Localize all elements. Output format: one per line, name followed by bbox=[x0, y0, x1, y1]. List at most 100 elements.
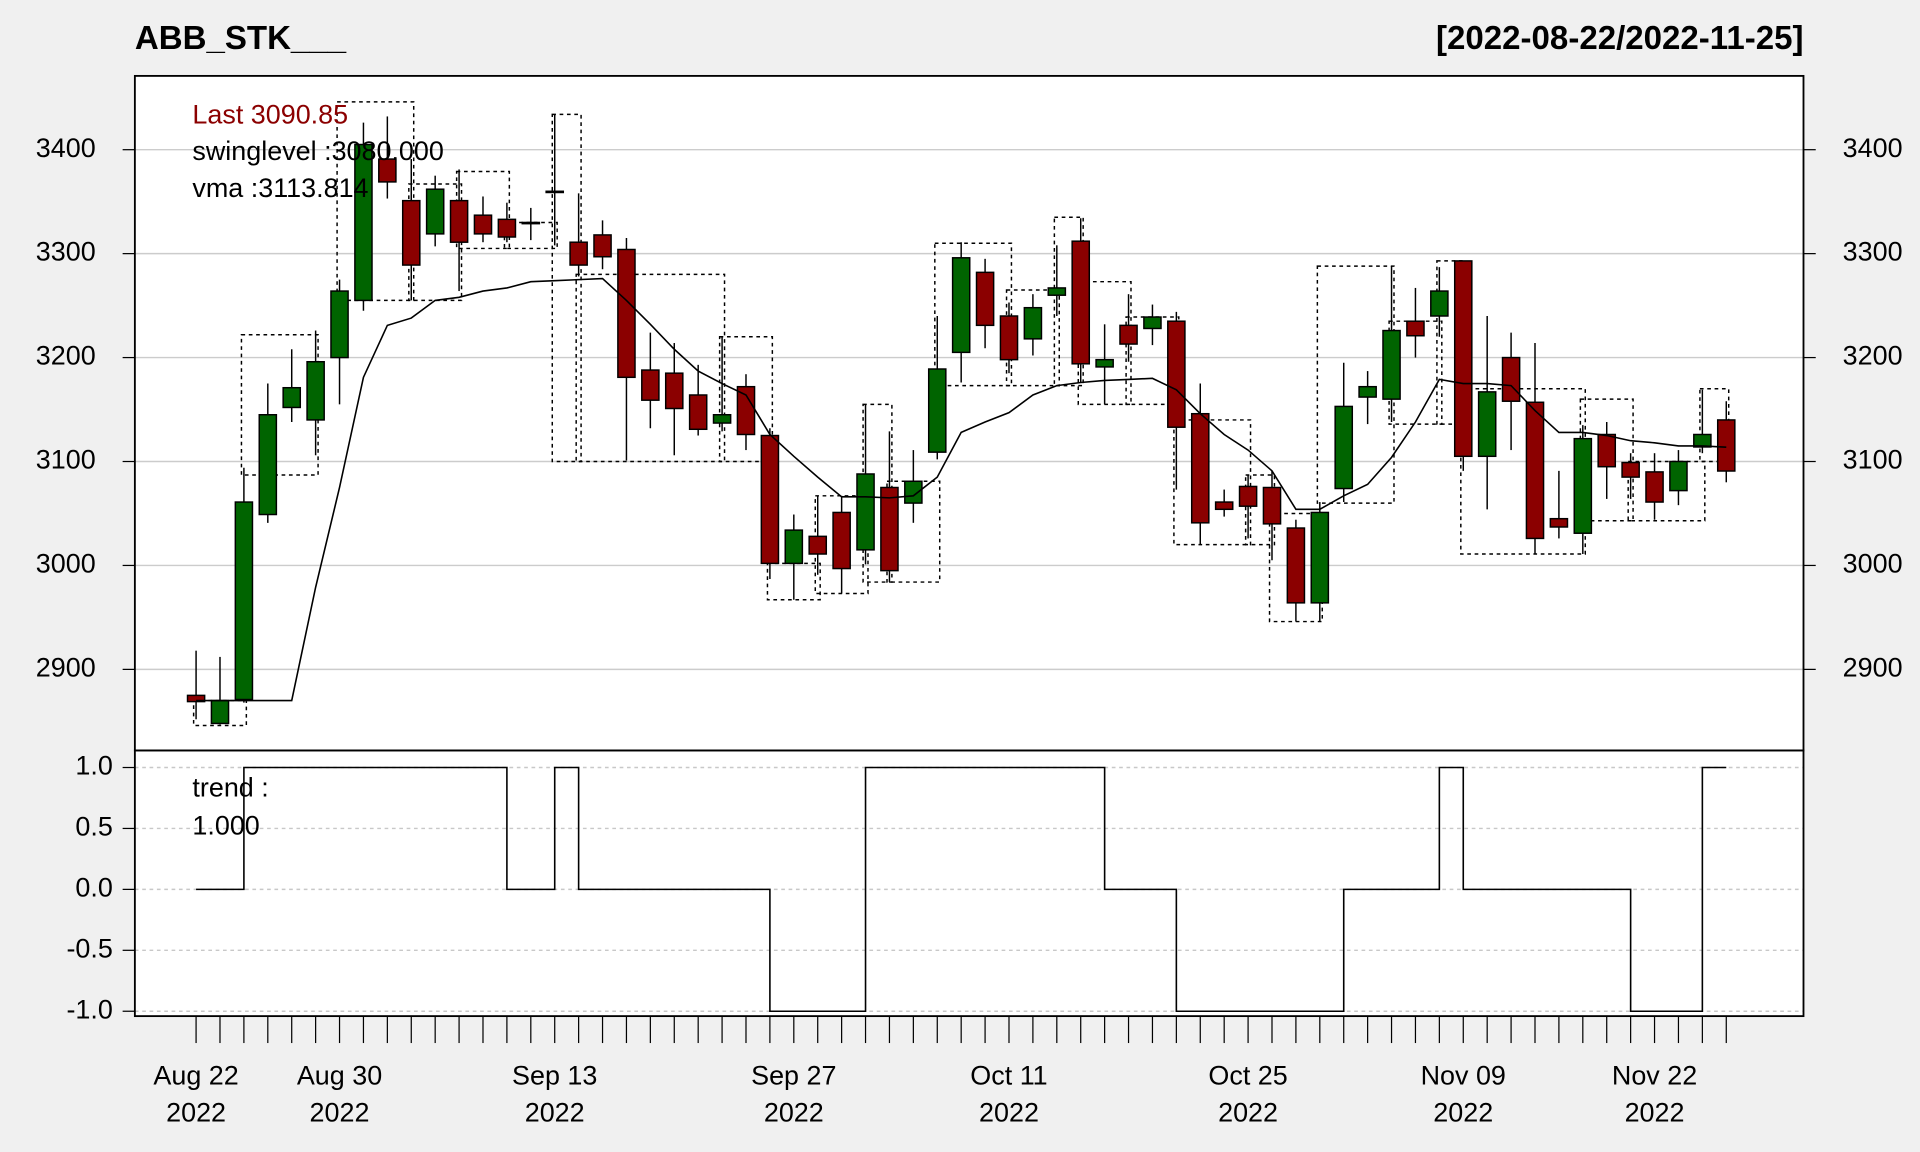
candle-body bbox=[1286, 527, 1306, 604]
candle-body bbox=[904, 480, 923, 504]
y-tick-label: 0.5 bbox=[75, 812, 112, 842]
candle-body bbox=[1597, 433, 1617, 468]
x-tick-label-box: Nov 22 2022 bbox=[1612, 1060, 1697, 1127]
x-tick-label: Oct 11 2022 bbox=[970, 1060, 1048, 1128]
y2-tick-label: 3000 bbox=[1843, 549, 1903, 579]
candle-body bbox=[330, 290, 349, 359]
candle-body bbox=[210, 699, 230, 725]
swing-box bbox=[336, 101, 415, 302]
candle-body bbox=[497, 218, 517, 238]
candle-body bbox=[760, 434, 780, 565]
candle-body bbox=[784, 529, 804, 565]
candle-body bbox=[306, 360, 325, 421]
x-tick-label-box: Oct 25 2022 bbox=[1208, 1060, 1288, 1128]
x-tick-label-box: Sep 13 2022 bbox=[512, 1060, 597, 1127]
x-tick-label-box: Sep 27 2022 bbox=[751, 1060, 837, 1128]
swing-box bbox=[886, 480, 941, 583]
candle-body bbox=[1406, 320, 1425, 337]
lower-panel-frame bbox=[133, 749, 1805, 1018]
candle-body bbox=[1119, 324, 1138, 345]
candle-body bbox=[712, 414, 732, 424]
y-tick-label: 3300 bbox=[36, 237, 96, 267]
lower-panel-bg bbox=[134, 750, 1804, 1017]
swing-box bbox=[934, 242, 1013, 387]
y-tick-label: 3200 bbox=[36, 341, 96, 371]
x-tick-label: Nov 09 2022 bbox=[1420, 1060, 1506, 1128]
candle-body bbox=[736, 385, 756, 436]
y-tick-label: 3400 bbox=[36, 133, 96, 163]
x-tick-label-box: Aug 30 2022 bbox=[296, 1060, 383, 1128]
y-tick-label: 0.0 bbox=[75, 872, 112, 902]
swing-box bbox=[240, 333, 319, 476]
candle-body bbox=[1621, 461, 1640, 478]
candle-body bbox=[1238, 485, 1258, 507]
candle-body bbox=[832, 511, 851, 570]
candle-body bbox=[927, 368, 947, 453]
candle-body bbox=[258, 414, 278, 516]
candle-body bbox=[1167, 320, 1186, 428]
candle-body bbox=[1143, 316, 1162, 330]
candle-body bbox=[1358, 385, 1377, 398]
y2-tick-label: 2900 bbox=[1843, 652, 1903, 682]
y-tick-label: 1.0 bbox=[75, 751, 112, 781]
candle-body bbox=[449, 199, 469, 243]
candle-body bbox=[1214, 501, 1234, 511]
candle-body bbox=[664, 372, 684, 410]
legend-text: 1.000 bbox=[192, 811, 259, 841]
candle-body bbox=[1190, 412, 1210, 524]
y-tick-label: -1.0 bbox=[66, 994, 112, 1024]
candle-body bbox=[856, 473, 875, 551]
candle-body bbox=[473, 214, 493, 235]
x-tick-label: Oct 25 2022 bbox=[1208, 1060, 1288, 1128]
candle-body bbox=[1645, 471, 1664, 503]
candle-body bbox=[1693, 433, 1712, 448]
x-tick-label: Aug 30 2022 bbox=[296, 1060, 383, 1128]
y-tick-label: 2900 bbox=[36, 652, 96, 682]
candle-body bbox=[975, 271, 995, 327]
candle-body bbox=[425, 188, 445, 235]
candle-body bbox=[1430, 290, 1449, 317]
candle-body bbox=[1262, 486, 1282, 525]
chart-title: ABB_STK___ bbox=[135, 20, 347, 57]
candle-body bbox=[1501, 356, 1521, 402]
date-range: [2022-08-22/2022-11-25] bbox=[1436, 20, 1803, 57]
candle-body bbox=[808, 535, 828, 555]
legend-text: vma :3113.814 bbox=[192, 173, 368, 203]
candle-body bbox=[354, 143, 373, 302]
swing-box bbox=[1627, 460, 1706, 522]
candle-body bbox=[1023, 306, 1043, 340]
candle-body bbox=[617, 248, 636, 379]
x-tick-label-box: Aug 22 2022 bbox=[153, 1060, 238, 1127]
upper-panel-bg bbox=[134, 75, 1804, 751]
candle-body bbox=[951, 257, 971, 354]
vma-line bbox=[196, 277, 1727, 702]
candle-body bbox=[1573, 437, 1593, 534]
candle-body bbox=[234, 501, 254, 701]
candle-body bbox=[1095, 358, 1114, 368]
y-tick-label: -0.5 bbox=[66, 933, 112, 963]
y2-tick-label: 3200 bbox=[1843, 341, 1903, 371]
candle-body bbox=[1716, 419, 1736, 472]
swing-box bbox=[551, 113, 582, 463]
candle-body bbox=[641, 369, 660, 401]
candle-body bbox=[1334, 405, 1354, 490]
y-tick-label: 3100 bbox=[36, 445, 96, 475]
candle-body bbox=[401, 199, 421, 266]
candle-body bbox=[1071, 240, 1091, 365]
x-tick-label-box: Oct 11 2022 bbox=[970, 1060, 1048, 1128]
candle-body bbox=[880, 486, 899, 572]
x-tick-label: Sep 27 2022 bbox=[751, 1060, 837, 1128]
candle-body bbox=[521, 221, 541, 225]
candle-body bbox=[1382, 329, 1401, 400]
trend-line bbox=[196, 766, 1727, 1013]
candle-body bbox=[1549, 517, 1569, 528]
x-tick-label-box: Nov 09 2022 bbox=[1420, 1060, 1506, 1128]
candle-body bbox=[1669, 460, 1688, 492]
y2-tick-label: 3100 bbox=[1843, 445, 1903, 475]
candle-body bbox=[186, 694, 206, 703]
y-tick-label: 3000 bbox=[36, 549, 96, 579]
candle-body bbox=[282, 386, 302, 409]
swing-box bbox=[1316, 265, 1395, 504]
